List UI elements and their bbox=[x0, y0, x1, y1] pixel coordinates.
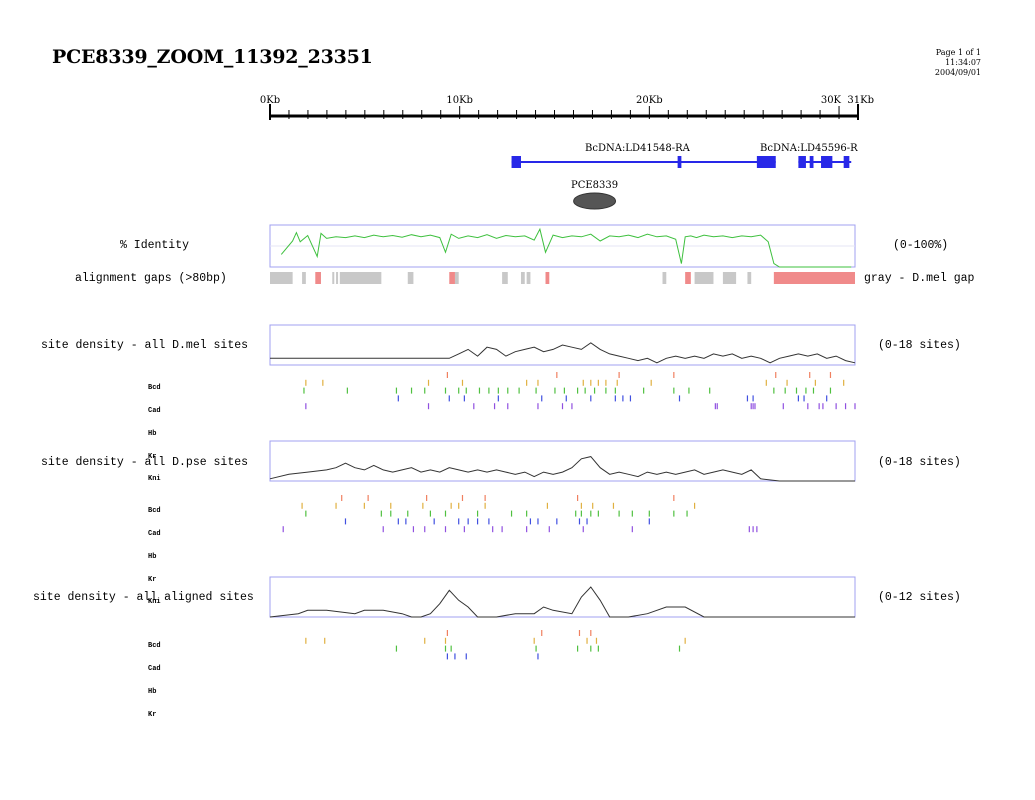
gap-segment-red bbox=[315, 272, 321, 284]
print-date: 2004/09/01 bbox=[934, 68, 981, 77]
aligned-density-label: site density - all aligned sites bbox=[33, 591, 254, 604]
scale-tick-label: 0Kb bbox=[260, 95, 280, 106]
gap-segment-gray bbox=[502, 272, 508, 284]
dpse-density-panel bbox=[269, 440, 856, 482]
dpse-density-label: site density - all D.pse sites bbox=[41, 456, 249, 469]
enhancer-ellipse bbox=[573, 192, 617, 210]
aligned-density-curve bbox=[269, 586, 855, 618]
scale-tick-label: 31Kb bbox=[847, 95, 874, 106]
gap-segment-gray bbox=[526, 272, 531, 284]
dpse-tf-labels: Bcd Cad Hb Kr Kni bbox=[148, 493, 165, 622]
tf-label-kr: Kr bbox=[148, 575, 157, 584]
gene-exon bbox=[798, 156, 806, 168]
dmel-density-curve bbox=[270, 342, 856, 364]
print-time: 11:34:07 bbox=[945, 58, 981, 67]
dpse-density-curve bbox=[269, 456, 855, 482]
tf-label-bcd: Bcd bbox=[148, 642, 161, 651]
gap-segment-gray bbox=[520, 272, 525, 284]
gap-segment-gray bbox=[336, 272, 339, 284]
tf-label-kni: Kni bbox=[148, 598, 161, 607]
scale-tick-label: 10Kb bbox=[446, 95, 473, 106]
page-info: Page 1 of 1 11:34:07 2004/09/01 bbox=[935, 48, 981, 78]
gap-segment-red bbox=[773, 272, 855, 284]
gap-segment-red bbox=[545, 272, 550, 284]
tf-label-kr: Kr bbox=[148, 452, 157, 461]
tf-label-cad: Cad bbox=[148, 664, 161, 673]
gap-segment-gray bbox=[662, 272, 667, 284]
gene-label: BcDNA:LD41548-RA bbox=[585, 143, 691, 154]
page-title: PCE8339_ZOOM_11392_23351 bbox=[52, 46, 373, 68]
gap-segment-gray bbox=[270, 272, 293, 284]
gap-segment-gray bbox=[454, 272, 459, 284]
aligned-density-range: (0-12 sites) bbox=[878, 591, 961, 604]
gap-segment-gray bbox=[722, 272, 737, 284]
gaps-note: gray - D.mel gap bbox=[864, 272, 975, 285]
identity-curve bbox=[280, 227, 852, 268]
gap-segment-red bbox=[685, 272, 691, 284]
aligned-tf-labels: Bcd Cad Hb Kr bbox=[148, 628, 165, 734]
gene-exon bbox=[809, 156, 814, 168]
scale-tick-label: 20Kb bbox=[636, 95, 663, 106]
tf-label-cad: Cad bbox=[148, 406, 161, 415]
gap-segment-gray bbox=[339, 272, 382, 284]
enhancer-label: PCE8339 bbox=[571, 180, 618, 191]
gap-segment-gray bbox=[747, 272, 752, 284]
identity-label: % Identity bbox=[120, 239, 190, 252]
aligned-density-panel bbox=[269, 576, 856, 618]
gap-segment-gray bbox=[332, 272, 335, 284]
tf-label-kni: Kni bbox=[148, 475, 161, 484]
dmel-tf-labels: Bcd Cad Hb Kr Kni bbox=[148, 370, 165, 499]
gene-model: BcDNA:LD41548-RA bbox=[511, 143, 776, 168]
tf-label-kr: Kr bbox=[148, 710, 157, 719]
tf-label-bcd: Bcd bbox=[148, 507, 161, 516]
gene-exon bbox=[756, 156, 776, 168]
dpse-density-range: (0-18 sites) bbox=[878, 456, 961, 469]
gap-segment-gray bbox=[302, 272, 306, 284]
gene-exon bbox=[821, 156, 833, 168]
dmel-density-label: site density - all D.mel sites bbox=[41, 339, 249, 352]
dmel-density-range: (0-18 sites) bbox=[878, 339, 961, 352]
gene-model: BcDNA:LD45596-R bbox=[760, 143, 858, 168]
gap-segment-red bbox=[449, 272, 455, 284]
page-number: Page 1 of 1 bbox=[935, 48, 981, 57]
tf-label-hb: Hb bbox=[148, 687, 157, 696]
gene-label: BcDNA:LD45596-R bbox=[760, 143, 858, 154]
gene-exon bbox=[843, 156, 850, 168]
identity-range: (0-100%) bbox=[893, 239, 949, 252]
gene-exon bbox=[677, 156, 682, 168]
enhancer-marker: PCE8339 bbox=[571, 180, 618, 210]
tf-label-hb: Hb bbox=[148, 552, 157, 561]
tf-label-hb: Hb bbox=[148, 429, 157, 438]
tf-label-bcd: Bcd bbox=[148, 384, 161, 393]
scale-tick-label: 30K bbox=[821, 95, 842, 106]
tf-label-cad: Cad bbox=[148, 529, 161, 538]
gap-segment-gray bbox=[407, 272, 414, 284]
gap-segment-gray bbox=[694, 272, 714, 284]
gene-exon bbox=[511, 156, 521, 168]
gaps-label: alignment gaps (>80bp) bbox=[75, 272, 227, 285]
